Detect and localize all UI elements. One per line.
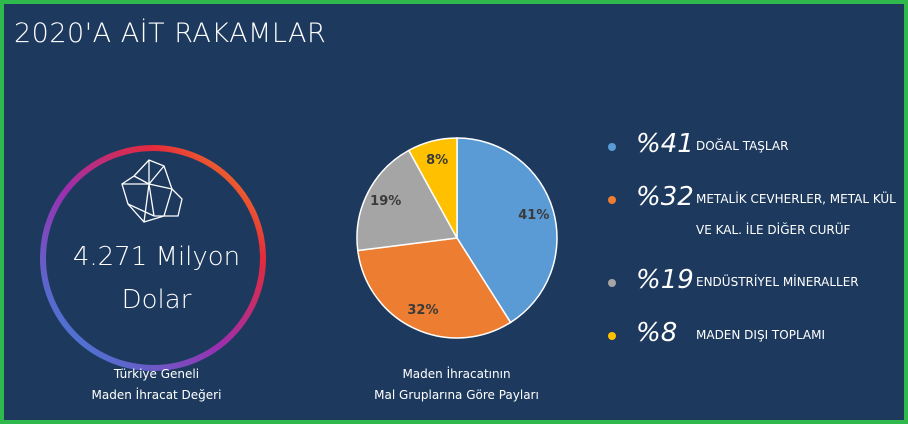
legend-value: %8 [636,318,677,348]
slice-label: 19% [370,194,401,209]
slice-label: 32% [407,303,438,318]
stat-caption: Türkiye Geneli Maden İhracat Değeri [44,364,269,406]
title: 2020'A AİT RAKAMLAR [14,18,326,49]
legend-dot [608,332,616,340]
legend-label: ENDÜSTRİYEL MİNERALLER [696,267,901,298]
legend-label: DOĞAL TAŞLAR [696,131,901,162]
caption-line: Maden İhracatının [344,364,569,385]
legend-label: METALİK CEVHERLER, METAL KÜL VE KAL. İLE… [696,184,901,246]
caption-line: Maden İhracat Değeri [44,385,269,406]
stat-value: 4.271 Milyon [44,242,269,272]
legend-dot [608,143,616,151]
stat-unit: Dolar [44,285,269,315]
infographic: 41% 32% 19% 8% 2020'A AİT RAKAMLAR 4.271 Mi… [0,0,908,424]
legend-label: MADEN DIŞI TOPLAMI [696,320,901,351]
legend-value: %32 [636,182,694,212]
crystal-icon [122,160,182,222]
legend-value: %41 [636,129,694,159]
legend-value: %19 [636,265,694,295]
pie-caption: Maden İhracatının Mal Gruplarına Göre Pa… [344,364,569,406]
slice-label: 41% [518,208,549,223]
caption-line: Mal Gruplarına Göre Payları [344,385,569,406]
legend-dot [608,279,616,287]
pie: 41% 32% 19% 8% [357,138,557,338]
slice-label: 8% [426,153,448,168]
caption-line: Türkiye Geneli [44,364,269,385]
legend-dot [608,196,616,204]
